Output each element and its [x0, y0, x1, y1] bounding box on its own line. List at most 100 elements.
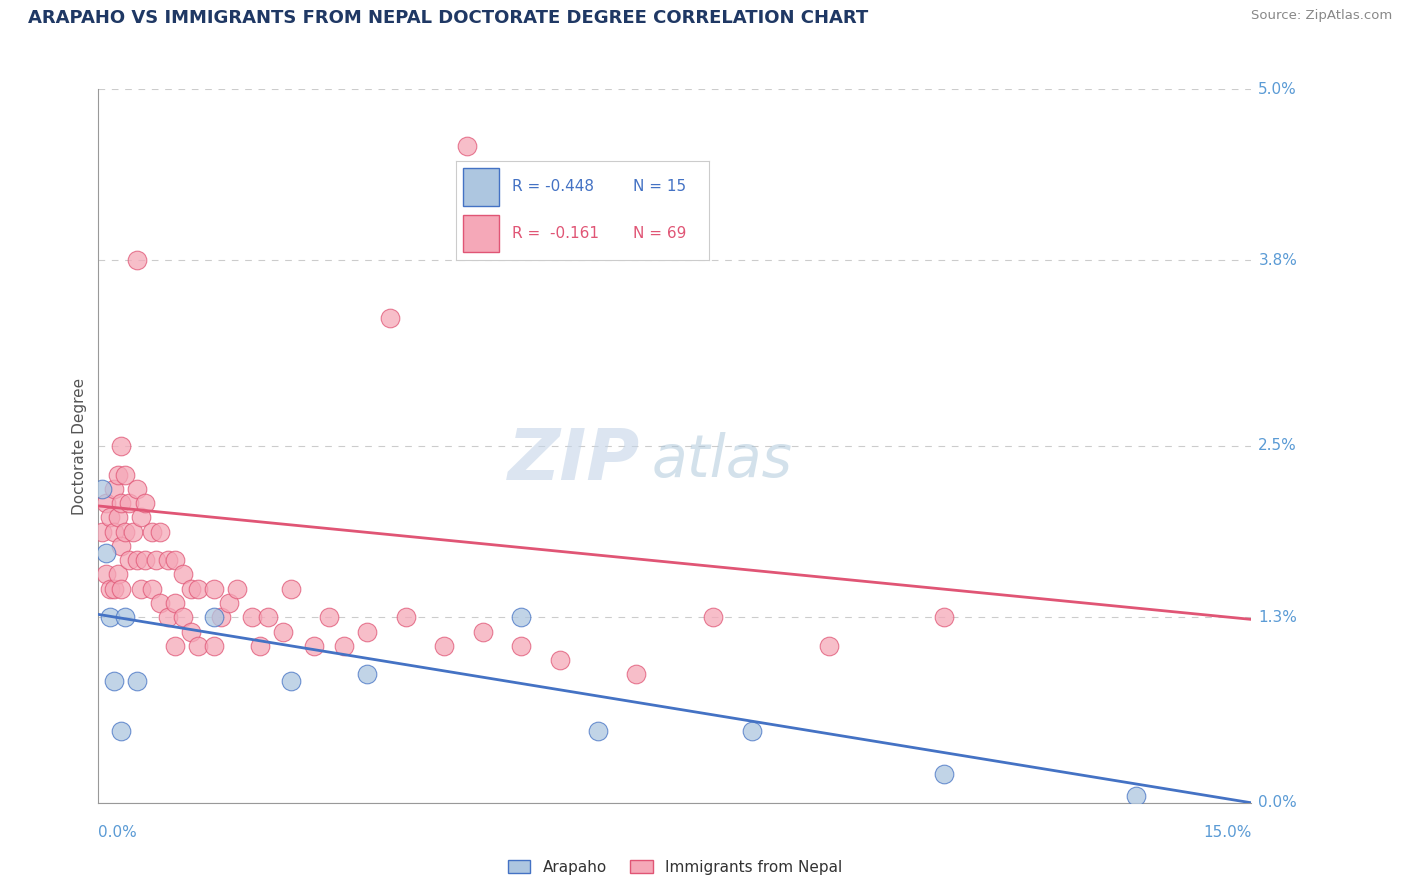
Point: [456, 139, 478, 153]
Point: [280, 582, 302, 596]
Point: [165, 639, 187, 653]
Point: [91, 482, 114, 496]
Point: [172, 610, 194, 624]
Text: 1.3%: 1.3%: [1258, 610, 1298, 624]
Point: [187, 639, 209, 653]
Point: [141, 524, 163, 539]
Point: [129, 510, 152, 524]
Point: [110, 539, 132, 553]
Point: [433, 639, 456, 653]
Point: [103, 582, 125, 596]
Point: [333, 639, 356, 653]
Point: [103, 524, 125, 539]
Text: 15.0%: 15.0%: [1204, 825, 1251, 840]
Point: [165, 596, 187, 610]
Point: [98, 610, 121, 624]
Text: N = 15: N = 15: [633, 179, 686, 194]
Point: [110, 724, 132, 739]
Point: [156, 553, 179, 567]
Point: [114, 610, 136, 624]
Point: [94, 567, 117, 582]
Point: [225, 582, 247, 596]
Point: [91, 524, 114, 539]
Point: [586, 196, 609, 211]
Point: [125, 553, 148, 567]
Text: 0.0%: 0.0%: [98, 825, 138, 840]
Point: [180, 624, 202, 639]
Text: R =  -0.161: R = -0.161: [512, 226, 599, 241]
Text: N = 69: N = 69: [633, 226, 686, 241]
Point: [318, 610, 340, 624]
FancyBboxPatch shape: [464, 214, 499, 252]
Point: [1125, 789, 1147, 803]
Point: [149, 524, 172, 539]
Point: [180, 582, 202, 596]
Point: [209, 610, 232, 624]
Point: [471, 624, 494, 639]
Legend: Arapaho, Immigrants from Nepal: Arapaho, Immigrants from Nepal: [502, 854, 848, 880]
Point: [218, 596, 240, 610]
Point: [114, 467, 136, 482]
Point: [356, 667, 378, 681]
Point: [94, 546, 117, 560]
Point: [94, 496, 117, 510]
Text: 2.5%: 2.5%: [1258, 439, 1298, 453]
Point: [187, 582, 209, 596]
Text: ARAPAHO VS IMMIGRANTS FROM NEPAL DOCTORATE DEGREE CORRELATION CHART: ARAPAHO VS IMMIGRANTS FROM NEPAL DOCTORA…: [28, 9, 869, 27]
Point: [110, 496, 132, 510]
Point: [118, 496, 141, 510]
Y-axis label: Doctorate Degree: Doctorate Degree: [72, 377, 87, 515]
Text: Source: ZipAtlas.com: Source: ZipAtlas.com: [1251, 9, 1392, 22]
Point: [932, 610, 955, 624]
Point: [98, 510, 121, 524]
Point: [380, 310, 402, 325]
Point: [134, 553, 156, 567]
Point: [395, 610, 418, 624]
Point: [125, 674, 148, 689]
Point: [172, 567, 194, 582]
Point: [741, 724, 763, 739]
Point: [510, 610, 533, 624]
Point: [165, 553, 187, 567]
Point: [103, 482, 125, 496]
Point: [249, 639, 271, 653]
Point: [626, 667, 648, 681]
Point: [256, 610, 278, 624]
Text: R = -0.448: R = -0.448: [512, 179, 593, 194]
Point: [98, 582, 121, 596]
FancyBboxPatch shape: [464, 168, 499, 205]
Point: [202, 610, 225, 624]
Text: 5.0%: 5.0%: [1258, 82, 1298, 96]
Point: [586, 724, 609, 739]
Point: [356, 624, 378, 639]
Point: [107, 567, 129, 582]
Point: [107, 467, 129, 482]
Point: [110, 582, 132, 596]
Point: [114, 524, 136, 539]
Text: 3.8%: 3.8%: [1258, 253, 1298, 268]
Point: [125, 482, 148, 496]
Point: [280, 674, 302, 689]
Point: [702, 610, 724, 624]
Point: [548, 653, 571, 667]
Point: [125, 253, 148, 268]
Point: [129, 582, 152, 596]
Point: [510, 639, 533, 653]
Point: [202, 639, 225, 653]
Point: [110, 439, 132, 453]
Point: [118, 553, 141, 567]
Point: [156, 610, 179, 624]
Point: [103, 674, 125, 689]
Point: [107, 510, 129, 524]
Point: [932, 767, 955, 781]
Point: [134, 496, 156, 510]
Point: [240, 610, 263, 624]
Point: [145, 553, 167, 567]
Point: [302, 639, 325, 653]
Text: atlas: atlas: [652, 432, 793, 489]
Point: [202, 582, 225, 596]
Text: 0.0%: 0.0%: [1258, 796, 1298, 810]
Point: [141, 582, 163, 596]
Point: [271, 624, 294, 639]
Point: [149, 596, 172, 610]
